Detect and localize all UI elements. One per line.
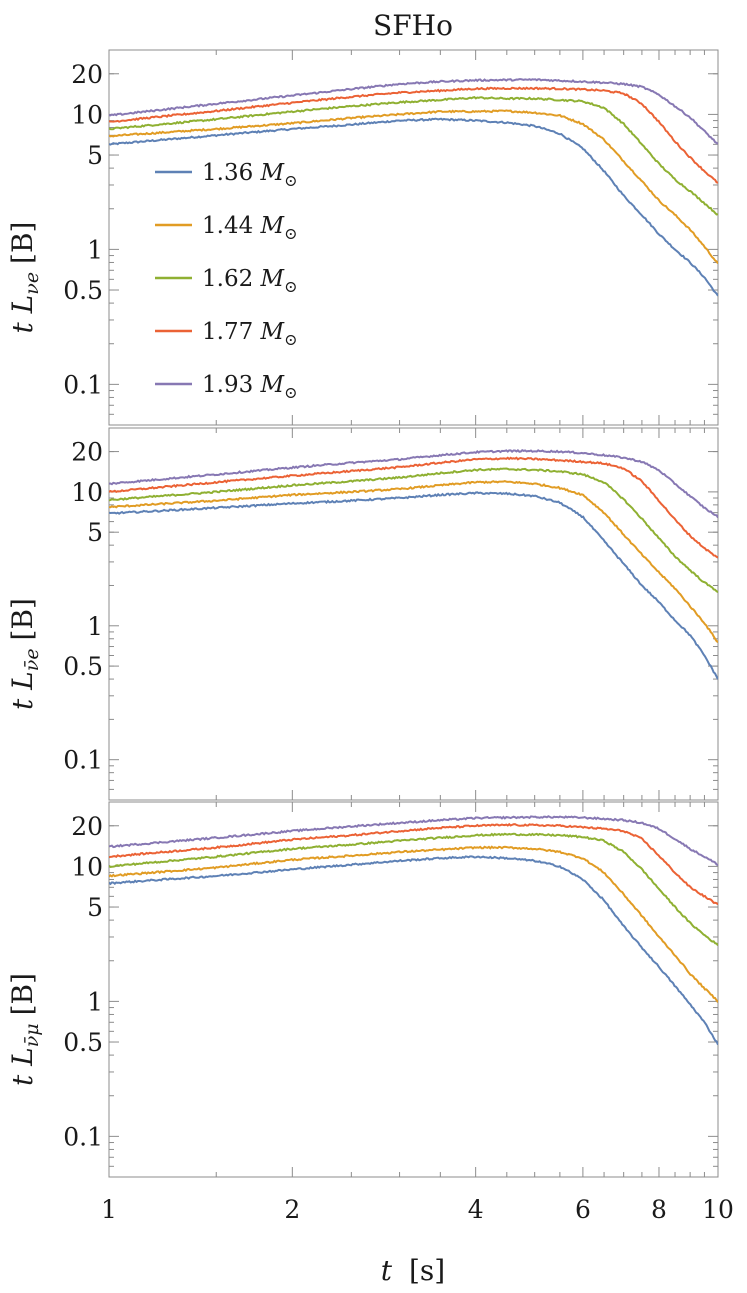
- y-axis-symbol: t L: [6, 1047, 39, 1086]
- series-line-4: [109, 86, 718, 184]
- y-tick-label: 10: [71, 478, 103, 507]
- y-axis-unit: [B]: [6, 222, 39, 264]
- y-tick-label: 1: [87, 612, 103, 641]
- y-tick-label: 20: [71, 438, 103, 467]
- legend-mass-subscript: ⊙: [284, 171, 297, 190]
- y-tick-label: 0.1: [63, 1122, 103, 1151]
- legend-label: 1.93 M⊙: [202, 372, 298, 402]
- x-axis-unit: [s]: [409, 1254, 445, 1287]
- legend-mass-value: 1.77: [202, 319, 261, 345]
- panel-3: 0.1 0.5 1 5 10 20 t Lν̄μ [B]: [6, 801, 719, 1178]
- y-axis-subscript: ν̄μ: [21, 1023, 43, 1047]
- x-axis-label: t [s]: [381, 1254, 445, 1287]
- legend-mass-symbol: M: [260, 372, 286, 398]
- y-axis-unit: [B]: [6, 598, 39, 640]
- y-tick-label: 0.1: [63, 746, 103, 775]
- series-line-1: [109, 491, 718, 680]
- y-tick-label: 5: [87, 141, 103, 170]
- legend-label: 1.62 M⊙: [202, 266, 298, 296]
- y-axis-subscript: νe: [21, 272, 43, 295]
- legend-mass-value: 1.93: [202, 372, 261, 398]
- y-tick-label: 5: [87, 518, 103, 547]
- y-tick-label: 0.1: [63, 370, 103, 399]
- x-tick-label: 2: [284, 1195, 300, 1224]
- x-axis-tick-labels: 1 2 4 6 8 10: [101, 1195, 734, 1224]
- legend-mass-subscript: ⊙: [284, 330, 297, 349]
- legend-label: 1.44 M⊙: [202, 213, 298, 243]
- legend-mass-subscript: ⊙: [284, 277, 297, 296]
- y-tick-label: 20: [71, 812, 103, 841]
- legend-label: 1.36 M⊙: [202, 160, 298, 190]
- legend-mass-value: 1.44: [202, 213, 261, 239]
- panel-frame: [108, 801, 719, 1178]
- series-line-5: [109, 78, 718, 145]
- y-axis-subscript: ν̄e: [21, 648, 43, 671]
- chart-title: SFHo: [373, 9, 453, 42]
- legend-mass-subscript: ⊙: [284, 383, 297, 402]
- y-axis-label: t Lν̄e [B]: [6, 598, 43, 710]
- y-tick-label: 5: [87, 893, 103, 922]
- legend: 1.36 M⊙1.44 M⊙1.62 M⊙1.77 M⊙1.93 M⊙: [155, 160, 298, 402]
- y-axis-unit: [B]: [6, 973, 39, 1015]
- panel-frame: [108, 49, 719, 426]
- series-line-5: [109, 815, 718, 867]
- series-line-1: [109, 855, 718, 1046]
- y-tick-label: 20: [71, 60, 103, 89]
- y-axis-symbol: t L: [6, 671, 39, 710]
- x-tick-label: 1: [101, 1195, 117, 1224]
- y-tick-label: 1: [87, 235, 103, 264]
- legend-mass-symbol: M: [260, 319, 286, 345]
- series-line-2: [109, 109, 718, 265]
- panel-2: 0.1 0.5 1 5 10 20 t Lν̄e [B]: [6, 427, 719, 801]
- legend-mass-symbol: M: [260, 266, 286, 292]
- x-tick-label: 10: [702, 1195, 734, 1224]
- x-tick-label: 4: [468, 1195, 484, 1224]
- y-tick-label: 10: [71, 852, 103, 881]
- panel-frame: [108, 427, 719, 801]
- series-line-3: [109, 467, 718, 594]
- legend-mass-symbol: M: [260, 213, 286, 239]
- series-line-4: [109, 456, 718, 559]
- y-tick-label: 10: [71, 100, 103, 129]
- series-line-2: [109, 845, 718, 1003]
- y-axis-label: t Lνe [B]: [6, 222, 43, 334]
- legend-mass-subscript: ⊙: [284, 224, 297, 243]
- y-tick-label: 1: [87, 987, 103, 1016]
- y-tick-label: 0.5: [63, 1028, 103, 1057]
- x-tick-label: 6: [575, 1195, 591, 1224]
- legend-mass-symbol: M: [260, 160, 286, 186]
- series-line-5: [109, 448, 718, 519]
- y-tick-label: 0.5: [63, 276, 103, 305]
- legend-label: 1.77 M⊙: [202, 319, 298, 349]
- y-axis-label: t Lν̄μ [B]: [6, 973, 43, 1086]
- y-axis-symbol: t L: [6, 295, 39, 334]
- series-line-2: [109, 480, 718, 643]
- series-line-1: [109, 117, 718, 297]
- series-line-3: [109, 96, 718, 216]
- series-line-3: [109, 832, 718, 946]
- y-tick-label: 0.5: [63, 652, 103, 681]
- x-axis-symbol: t: [381, 1254, 393, 1287]
- x-tick-label: 8: [651, 1195, 667, 1224]
- legend-mass-value: 1.62: [202, 266, 261, 292]
- legend-mass-value: 1.36: [202, 160, 261, 186]
- series-line-4: [109, 822, 718, 906]
